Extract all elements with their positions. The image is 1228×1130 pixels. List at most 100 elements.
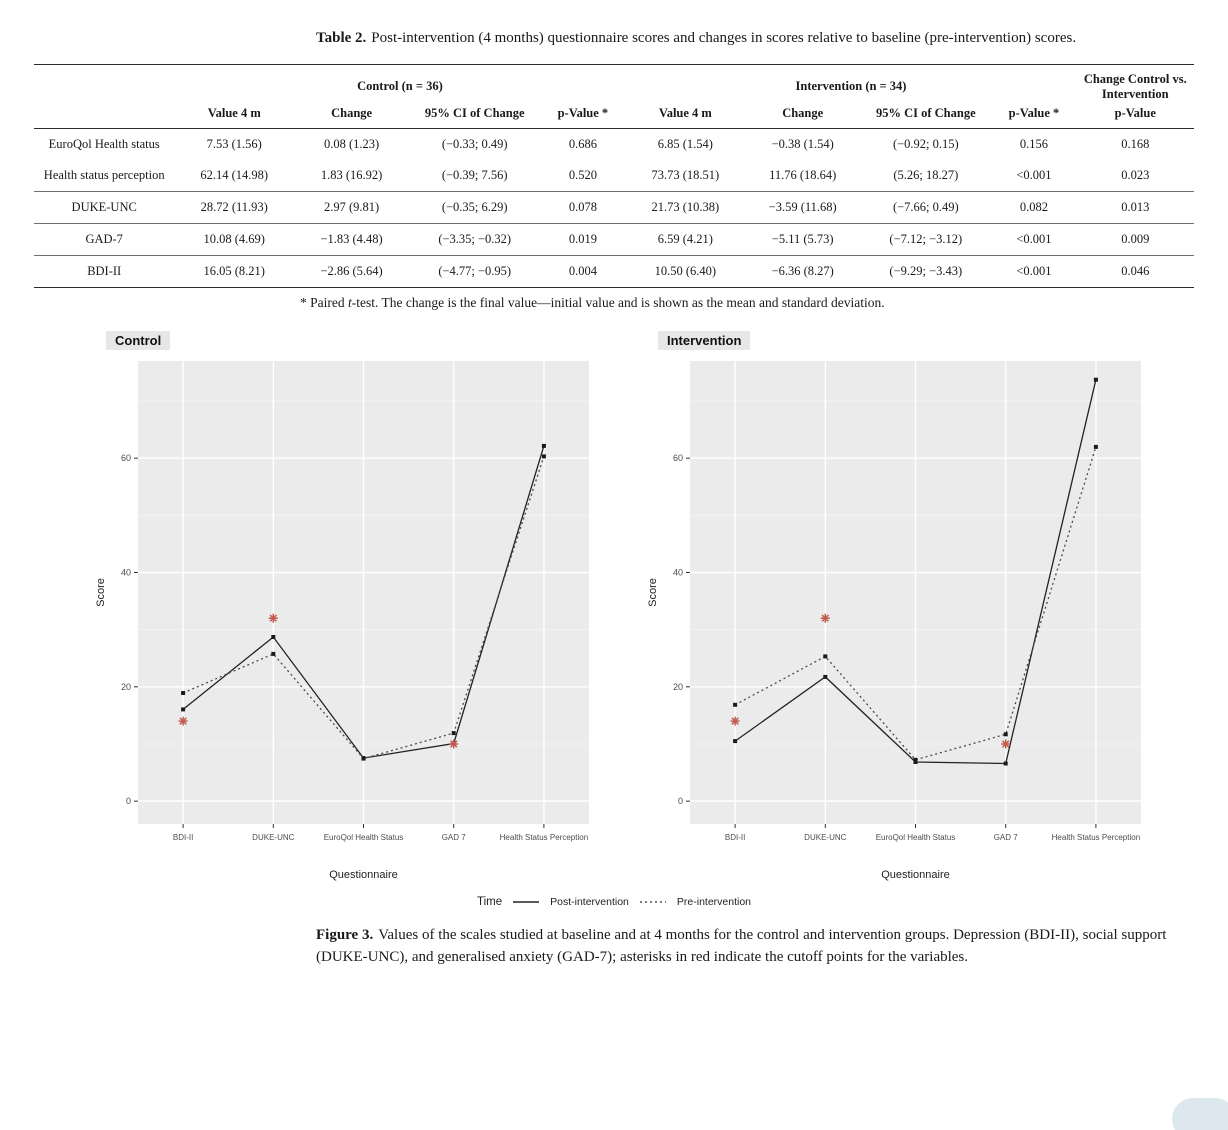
table-sub-header-row: Value 4 m Change 95% CI of Change p-Valu… <box>34 103 1194 129</box>
table-cell: 0.004 <box>540 255 626 288</box>
table-cell: 0.019 <box>540 223 626 256</box>
svg-text:Questionnaire: Questionnaire <box>329 869 398 881</box>
table-cell: 0.078 <box>540 191 626 224</box>
table-cell: 0.023 <box>1076 159 1194 192</box>
chart-legend: Time Post-intervention Pre-intervention <box>0 896 1228 908</box>
table-cell: 0.168 <box>1121 136 1150 151</box>
table-cell: −6.36 (8.27) <box>745 255 861 288</box>
table-cell: (−3.35; −0.32) <box>409 223 541 256</box>
table-cell: −5.11 (5.73) <box>745 223 861 256</box>
svg-text:0: 0 <box>126 796 131 806</box>
solid-line-icon <box>513 900 540 903</box>
table-row: BDI-II 16.05 (8.21) −2.86 (5.64) (−4.77;… <box>34 255 1194 288</box>
table-caption-label: Table 2. <box>316 30 367 46</box>
table-footnote: * Paired t-test. The change is the final… <box>300 295 1192 311</box>
legend-label-post: Post-intervention <box>550 895 629 908</box>
row-label: DUKE-UNC <box>34 191 175 224</box>
row-label: Health status perception <box>34 159 175 192</box>
svg-text:EuroQol Health Status: EuroQol Health Status <box>324 833 404 842</box>
table-corner-cell <box>34 103 175 129</box>
figure-caption-text: Values of the scales studied at baseline… <box>316 926 1167 966</box>
table-row: DUKE-UNC 28.72 (11.93) 2.97 (9.81) (−0.3… <box>34 191 1194 224</box>
table-row: GAD-7 10.08 (4.69) −1.83 (4.48) (−3.35; … <box>34 223 1194 256</box>
table-cell: 6.85 (1.54) <box>657 136 713 151</box>
table-cell: (−4.77; −0.95) <box>409 255 541 288</box>
table-cell: <0.001 <box>991 159 1077 192</box>
table-cell: 0.013 <box>1076 191 1194 224</box>
table-cell: (−0.33; 0.49) <box>441 136 508 151</box>
svg-text:60: 60 <box>121 453 131 463</box>
table-cell: 11.76 (18.64) <box>745 159 861 192</box>
table-cell: −0.38 (1.54) <box>771 136 834 151</box>
figure-caption: Figure 3. Values of the scales studied at… <box>316 924 1190 969</box>
table-row: Health status perception 62.14 (14.98) 1… <box>34 159 1194 192</box>
table-cell: 0.046 <box>1076 255 1194 288</box>
footnote-italic-t: t <box>348 294 352 310</box>
table-cell: 28.72 (11.93) <box>174 191 295 224</box>
svg-text:Health Status Perception: Health Status Perception <box>1052 833 1141 842</box>
svg-text:Health Status Perception: Health Status Perception <box>500 833 589 842</box>
control-chart-svg: 0 20 40 60 BDI-II DUKE-UNC EuroQol Health Stat… <box>95 360 589 881</box>
table-cell: 0.009 <box>1076 223 1194 256</box>
svg-text:40: 40 <box>673 567 683 577</box>
table-cell: <0.001 <box>991 255 1077 288</box>
table-cell: 0.520 <box>540 159 626 192</box>
svg-text:20: 20 <box>121 682 131 692</box>
svg-text:Questionnaire: Questionnaire <box>881 869 950 881</box>
figure-panels: Control 0 20 40 60 BDI-II DUKE-UNC EuroQol Hea… <box>92 330 1228 888</box>
table-cell: 16.05 (8.21) <box>174 255 295 288</box>
svg-text:60: 60 <box>673 453 683 463</box>
subheader-pvalue-between: p-Value <box>1076 103 1194 129</box>
table-row: EuroQol Health status 7.53 (1.56) 0.08 (… <box>34 128 1194 160</box>
table-corner-cell <box>34 63 175 104</box>
intervention-chart-svg: 0 20 40 60 BDI-II DUKE-UNC EuroQol Health Stat… <box>647 360 1141 881</box>
table-cell: −3.59 (11.68) <box>745 191 861 224</box>
control-chart: Control 0 20 40 60 BDI-II DUKE-UNC EuroQol Hea… <box>92 330 604 888</box>
table-caption-text: Post-intervention (4 months) questionnai… <box>371 30 1077 46</box>
table-cell: (−0.92; 0.15) <box>892 136 959 151</box>
table-group-header-row: Control (n = 36) Intervention (n = 34) C… <box>34 63 1194 104</box>
svg-text:GAD 7: GAD 7 <box>442 833 467 842</box>
table-cell: 1.83 (16.92) <box>294 159 410 192</box>
footnote-text: * Paired <box>300 294 348 310</box>
table-cell: −1.83 (4.48) <box>294 223 410 256</box>
svg-text:BDI-II: BDI-II <box>725 833 745 842</box>
table-caption: Table 2. Post-intervention (4 months) que… <box>316 28 1188 50</box>
table-cell: <0.001 <box>991 223 1077 256</box>
svg-text:DUKE-UNC: DUKE-UNC <box>252 833 294 842</box>
table-cell: 2.97 (9.81) <box>294 191 410 224</box>
results-table: Control (n = 36) Intervention (n = 34) C… <box>34 63 1194 288</box>
table-cell: 10.08 (4.69) <box>174 223 295 256</box>
svg-text:Score: Score <box>647 578 659 607</box>
svg-text:40: 40 <box>121 567 131 577</box>
subheader-pvalue-control: p-Value * <box>540 103 626 129</box>
table-cell: −2.86 (5.64) <box>294 255 410 288</box>
table-cell: 0.082 <box>991 191 1077 224</box>
table-cell: (−0.35; 6.29) <box>409 191 541 224</box>
group-header-control: Control (n = 36) <box>174 63 626 104</box>
table-cell: 73.73 (18.51) <box>625 159 746 192</box>
row-label: GAD-7 <box>34 223 175 256</box>
screenshot-corner-artifact <box>1172 1098 1228 1130</box>
subheader-pvalue-intervention: p-Value * <box>991 103 1077 129</box>
subheader-change-control: Change <box>294 103 410 129</box>
table-cell: 21.73 (10.38) <box>625 191 746 224</box>
table-cell: (5.26; 18.27) <box>860 159 992 192</box>
group-header-change: Change Control vs. Intervention <box>1076 63 1194 104</box>
table-cell: 6.59 (4.21) <box>625 223 746 256</box>
row-label: EuroQol Health status <box>48 136 160 151</box>
table-cell: (−0.39; 7.56) <box>409 159 541 192</box>
subheader-ci-intervention: 95% CI of Change <box>860 103 992 129</box>
intervention-chart: Intervention 0 20 40 60 BDI-II DUKE-UNC EuroQo… <box>644 330 1156 888</box>
intervention-chart-title: Intervention <box>658 330 751 350</box>
table-cell: 10.50 (6.40) <box>625 255 746 288</box>
subheader-change-intervention: Change <box>745 103 861 129</box>
legend-label-pre: Pre-intervention <box>676 895 752 908</box>
figure-caption-label: Figure 3. <box>316 926 374 943</box>
group-header-intervention: Intervention (n = 34) <box>625 63 1077 104</box>
table-cell: 62.14 (14.98) <box>174 159 295 192</box>
row-label: BDI-II <box>34 255 175 288</box>
svg-text:EuroQol Health Status: EuroQol Health Status <box>876 833 956 842</box>
svg-text:DUKE-UNC: DUKE-UNC <box>804 833 846 842</box>
